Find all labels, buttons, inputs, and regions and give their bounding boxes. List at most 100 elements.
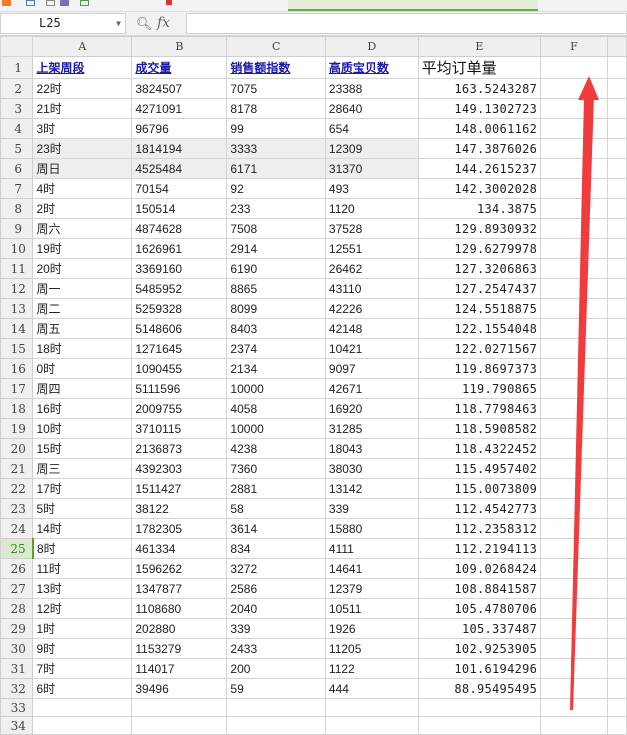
cell[interactable]: 112.2358312 — [417, 518, 542, 539]
cell[interactable]: 105.337487 — [417, 618, 542, 639]
header-cell[interactable]: 平均订单量 — [417, 56, 542, 79]
cell[interactable] — [606, 638, 627, 659]
row-header[interactable]: 22 — [0, 478, 34, 499]
cell[interactable] — [540, 198, 608, 219]
cell[interactable]: 134.3875 — [417, 198, 542, 219]
cell[interactable] — [540, 258, 608, 279]
cell[interactable]: 4时 — [32, 178, 133, 199]
cell[interactable]: 200 — [226, 658, 326, 679]
cell[interactable]: 2040 — [226, 598, 326, 619]
cell[interactable]: 92 — [226, 178, 326, 199]
cell[interactable]: 22时 — [32, 78, 133, 99]
cell[interactable]: 59 — [226, 678, 326, 699]
cell[interactable]: 3614 — [226, 518, 326, 539]
row-header[interactable]: 25 — [0, 538, 34, 559]
formula-input[interactable] — [186, 13, 627, 34]
cell[interactable] — [606, 98, 627, 119]
cell[interactable]: 58 — [226, 498, 326, 519]
cell[interactable] — [606, 358, 627, 379]
cell[interactable] — [540, 538, 608, 559]
cell[interactable]: 2914 — [226, 238, 326, 259]
cell[interactable] — [540, 658, 608, 679]
cell[interactable] — [606, 118, 627, 139]
cell[interactable]: 4392303 — [131, 458, 228, 479]
cell[interactable] — [540, 278, 608, 299]
cell[interactable]: 10511 — [324, 598, 419, 619]
cell[interactable]: 233 — [226, 198, 326, 219]
cell[interactable] — [540, 678, 608, 699]
cell[interactable]: 2时 — [32, 198, 133, 219]
cell[interactable] — [606, 178, 627, 199]
cell[interactable]: 17时 — [32, 478, 133, 499]
cell[interactable] — [540, 498, 608, 519]
cell[interactable]: 周六 — [32, 218, 133, 239]
cell[interactable]: 112.4542773 — [417, 498, 542, 519]
cell[interactable]: 31285 — [324, 418, 419, 439]
header-cell[interactable]: 成交量 — [131, 56, 228, 79]
column-header-F[interactable]: F — [540, 36, 608, 57]
cell[interactable] — [606, 538, 627, 559]
cell[interactable] — [540, 158, 608, 179]
column-header-extra[interactable] — [606, 36, 627, 57]
row-header[interactable]: 28 — [0, 598, 34, 619]
row-header[interactable]: 10 — [0, 238, 34, 259]
column-header-D[interactable]: D — [324, 36, 419, 57]
cell[interactable]: 119.8697373 — [417, 358, 542, 379]
cell[interactable] — [324, 716, 419, 735]
cell[interactable]: 6时 — [32, 678, 133, 699]
cell[interactable] — [540, 178, 608, 199]
cell[interactable] — [606, 478, 627, 499]
cell[interactable]: 8865 — [226, 278, 326, 299]
cell[interactable]: 10时 — [32, 418, 133, 439]
row-header[interactable]: 2 — [0, 78, 34, 99]
row-header[interactable]: 30 — [0, 638, 34, 659]
cell[interactable]: 114017 — [131, 658, 228, 679]
cell[interactable] — [540, 318, 608, 339]
cell[interactable] — [540, 118, 608, 139]
row-header[interactable]: 32 — [0, 678, 34, 699]
cell[interactable]: 144.2615237 — [417, 158, 542, 179]
cell[interactable]: 7时 — [32, 658, 133, 679]
cell[interactable]: 124.5518875 — [417, 298, 542, 319]
cell[interactable]: 493 — [324, 178, 419, 199]
cell[interactable] — [606, 218, 627, 239]
cell[interactable]: 15880 — [324, 518, 419, 539]
cell[interactable] — [540, 138, 608, 159]
cell[interactable]: 1122 — [324, 658, 419, 679]
cell[interactable]: 118.5908582 — [417, 418, 542, 439]
cell[interactable] — [540, 398, 608, 419]
cell[interactable] — [606, 498, 627, 519]
cell[interactable] — [606, 438, 627, 459]
row-header[interactable]: 18 — [0, 398, 34, 419]
row-header[interactable]: 12 — [0, 278, 34, 299]
cell[interactable]: 8099 — [226, 298, 326, 319]
cell[interactable]: 周二 — [32, 298, 133, 319]
cell[interactable]: 周日 — [32, 158, 133, 179]
cell[interactable]: 5时 — [32, 498, 133, 519]
header-cell[interactable]: 高质宝贝数 — [324, 56, 419, 79]
cell[interactable] — [540, 338, 608, 359]
cell[interactable]: 202880 — [131, 618, 228, 639]
cell[interactable] — [540, 218, 608, 239]
cell[interactable]: 3272 — [226, 558, 326, 579]
cell[interactable]: 115.4957402 — [417, 458, 542, 479]
cell[interactable]: 112.2194113 — [417, 538, 542, 559]
row-header[interactable]: 16 — [0, 358, 34, 379]
cell[interactable]: 101.6194296 — [417, 658, 542, 679]
cell[interactable]: 23388 — [324, 78, 419, 99]
cell[interactable]: 127.2547437 — [417, 278, 542, 299]
cell[interactable]: 1347877 — [131, 578, 228, 599]
cell[interactable] — [540, 98, 608, 119]
cell[interactable] — [32, 716, 133, 735]
cell[interactable] — [606, 678, 627, 699]
zoom-icon[interactable]: 🔍︎ — [136, 16, 153, 31]
cell[interactable]: 444 — [324, 678, 419, 699]
cell[interactable]: 142.3002028 — [417, 178, 542, 199]
cell[interactable] — [540, 358, 608, 379]
cell[interactable]: 3824507 — [131, 78, 228, 99]
cell[interactable] — [540, 298, 608, 319]
row-header[interactable]: 31 — [0, 658, 34, 679]
cell[interactable] — [540, 716, 608, 735]
cell[interactable] — [32, 698, 133, 717]
cell[interactable] — [606, 458, 627, 479]
